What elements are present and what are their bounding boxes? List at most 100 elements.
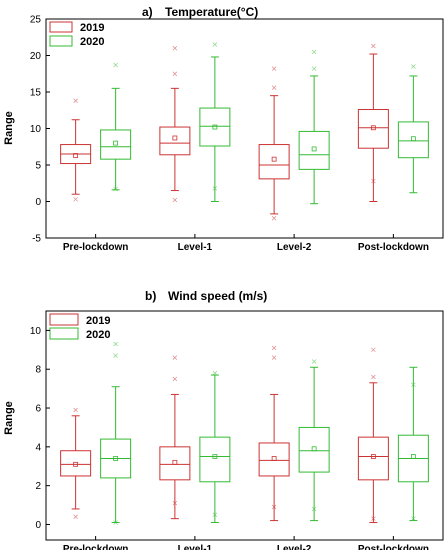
wind-speed-box-2019-level-2 <box>258 442 290 477</box>
temperature-box-2019-pre-lockdown-mean-marker <box>73 153 79 158</box>
wind-speed-y-tick-label: 0 <box>35 520 41 531</box>
temperature-box-2020-post-lockdown-outlier <box>411 64 416 69</box>
temperature-box-2019-level-2 <box>258 144 290 180</box>
wind-speed-box-2020-level-1 <box>199 436 231 483</box>
temperature-box-2020-pre-lockdown-mean-marker <box>113 140 119 146</box>
wind-speed-box-2019-level-1 <box>159 446 191 481</box>
wind-speed-box-2020-pre-lockdown-outlier <box>113 353 118 358</box>
wind-speed-box-2019-post-lockdown-outlier <box>371 347 376 353</box>
wind-speed-box-2019-level-2-mean-marker <box>271 456 277 461</box>
temperature-box-2019-level-1 <box>159 126 191 156</box>
temperature-category-label: Pre-lockdown <box>63 242 129 253</box>
temperature-box-2019-level-2-mean-marker <box>271 156 277 162</box>
temperature-box-2019-level-2-outlier <box>271 216 277 221</box>
temperature-y-tick-label: 5 <box>35 161 41 172</box>
temperature-box-2019-post-lockdown-mean-marker <box>370 125 376 131</box>
wind-speed-y-axis-label: Range <box>3 401 15 435</box>
wind-speed-box-2019-pre-lockdown <box>60 450 92 477</box>
wind-speed-category-label: Level-2 <box>277 544 312 550</box>
temperature-chart-title: Temperature(°C) <box>165 5 258 19</box>
temperature-box-2019-post-lockdown-outlier <box>371 43 376 49</box>
temperature-box-2019-pre-lockdown-outlier <box>73 98 78 104</box>
temperature-box-2020-level-1 <box>199 107 231 147</box>
wind-speed-box-2020-level-2-mean-marker <box>311 446 317 452</box>
wind-speed-box-2019-pre-lockdown-outlier <box>73 514 78 519</box>
wind-speed-category-label: Post-lockdown <box>358 544 429 550</box>
wind-speed-y-tick-label: 8 <box>35 365 41 376</box>
wind-speed-box-2019-level-2-outlier <box>271 504 277 510</box>
wind-speed-box-2020-post-lockdown-mean-marker <box>410 454 416 459</box>
temperature-category-label: Level-2 <box>277 242 312 253</box>
temperature-category-label: Level-1 <box>178 242 213 253</box>
temperature-y-tick-label: -5 <box>32 234 41 245</box>
temperature-box-2020-level-1-outlier <box>212 42 218 47</box>
wind-speed-box-2019-post-lockdown-mean-marker <box>370 454 376 459</box>
wind-speed-y-tick-label: 2 <box>35 481 41 492</box>
wind-speed-legend-swatch-2020 <box>49 327 79 340</box>
wind-speed-panel-label: b) <box>145 289 156 303</box>
temperature-box-2019-post-lockdown-outlier <box>371 178 376 184</box>
temperature-box-2019-level-2-outlier <box>271 66 277 71</box>
temperature-legend: 2019 2020 <box>49 21 104 48</box>
wind-speed-box-2019-pre-lockdown-mean-marker <box>73 461 79 467</box>
temperature-legend-swatch-2020 <box>49 35 73 47</box>
wind-speed-box-2020-level-2 <box>298 426 330 473</box>
wind-speed-box-2019-level-2-outlier <box>271 355 277 360</box>
temperature-box-2020-level-1-mean-marker <box>212 124 218 130</box>
temperature-y-axis-label: Range <box>3 111 15 145</box>
temperature-box-2019-level-1-outlier <box>172 71 178 76</box>
wind-speed-box-2020-post-lockdown-outlier <box>411 516 416 521</box>
wind-speed-box-2020-level-1-outlier <box>212 370 218 376</box>
wind-speed-y-tick-label: 4 <box>35 442 41 453</box>
temperature-box-2019-pre-lockdown-outlier <box>73 197 78 202</box>
temperature-panel-label: a) <box>142 5 153 19</box>
wind-speed-box-2020-level-1-mean-marker <box>212 454 218 459</box>
temperature-y-tick-label: 25 <box>30 15 42 26</box>
wind-speed-legend-label-2019: 2019 <box>86 315 110 327</box>
wind-speed-box-2020-pre-lockdown-outlier <box>113 341 118 347</box>
wind-speed-box-2019-level-1-mean-marker <box>172 459 178 465</box>
wind-speed-box-2020-level-2-outlier <box>311 506 317 512</box>
wind-speed-box-2019-pre-lockdown-outlier <box>73 407 78 413</box>
wind-speed-legend-swatch-2019 <box>49 313 79 326</box>
temperature-box-2020-post-lockdown-mean-marker <box>410 136 416 142</box>
temperature-y-tick-label: 0 <box>35 197 41 208</box>
wind-speed-legend: 2019 2020 <box>49 313 110 341</box>
temperature-box-2020-pre-lockdown-outlier <box>113 62 118 68</box>
wind-speed-box-2019-level-2-outlier <box>271 345 277 351</box>
temperature-box-2020-pre-lockdown <box>100 129 132 160</box>
wind-speed-category-label: Level-1 <box>178 544 213 550</box>
temperature-category-label: Post-lockdown <box>358 242 429 253</box>
temperature-legend-swatch-2019 <box>49 21 73 33</box>
temperature-box-2020-level-2-outlier <box>311 49 317 55</box>
temperature-legend-label-2019: 2019 <box>80 22 104 34</box>
temperature-y-tick-label: 10 <box>30 124 42 135</box>
wind-speed-legend-label-2020: 2020 <box>86 329 110 341</box>
temperature-box-2019-post-lockdown <box>357 109 389 149</box>
wind-speed-box-2020-level-2-outlier <box>311 359 317 364</box>
wind-speed-box-2020-level-1-outlier <box>212 512 218 518</box>
temperature-box-2020-level-2-mean-marker <box>311 146 317 152</box>
wind-speed-box-2019-post-lockdown-outlier <box>371 374 376 380</box>
wind-speed-y-tick-label: 10 <box>30 326 42 337</box>
temperature-box-2019-level-1-outlier <box>172 197 178 203</box>
temperature-box-2019-level-2-outlier <box>271 85 277 90</box>
wind-speed-box-2019-level-1-outlier <box>172 376 178 382</box>
wind-speed-box-2020-post-lockdown-outlier <box>411 382 416 387</box>
wind-speed-box-2019-level-1-outlier <box>172 500 178 506</box>
wind-speed-box-2019-level-1-outlier <box>172 355 178 360</box>
temperature-y-tick-label: 20 <box>30 51 42 62</box>
temperature-box-2020-pre-lockdown-outlier <box>113 186 118 192</box>
wind-speed-y-tick-label: 6 <box>35 404 41 415</box>
temperature-box-2019-level-1-mean-marker <box>172 135 178 141</box>
wind-speed-box-2020-pre-lockdown-outlier <box>113 520 118 525</box>
temperature-panel: a) Temperature(°C) Range 2019 2020 -5 0 5 1… <box>3 5 444 253</box>
temperature-y-tick-label: 15 <box>30 88 42 99</box>
temperature-box-2019-level-1-outlier <box>172 45 178 51</box>
temperature-legend-label-2020: 2020 <box>80 36 104 48</box>
wind-speed-plot-frame <box>45 310 444 541</box>
temperature-box-2020-level-1-outlier <box>212 186 218 191</box>
wind-speed-category-label: Pre-lockdown <box>63 544 129 550</box>
wind-speed-panel: b) Wind speed (m/s) Range 2019 2020 0 2 4 6… <box>3 289 444 550</box>
